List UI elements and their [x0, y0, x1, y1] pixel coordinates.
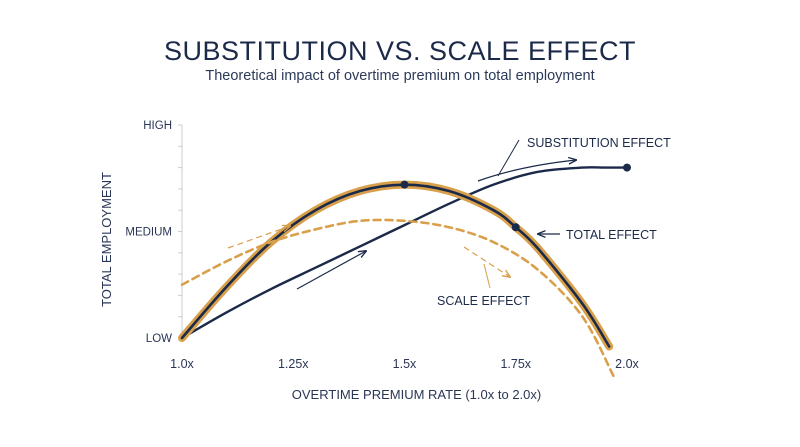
data-point-marker: [623, 163, 631, 172]
x-axis-title: OVERTIME PREMIUM RATE (1.0x to 2.0x): [292, 387, 541, 402]
x-tick-label: 1.5x: [393, 357, 417, 371]
labels-layer: SUBSTITUTION EFFECT TOTAL EFFECT SCALE EFF…: [437, 136, 671, 308]
annotation-substitution-effect: SUBSTITUTION EFFECT: [527, 136, 671, 150]
substitution-effect-line: [180, 166, 629, 340]
x-tick-label: 2.0x: [615, 357, 639, 371]
total-effect-line: [180, 183, 611, 348]
scale-effect-line: [180, 218, 615, 378]
x-tick-label: 1.75x: [500, 357, 531, 371]
annotations-layer: [227, 139, 576, 290]
substitution-leader-line: [497, 139, 520, 177]
chart-subtitle: Theoretical impact of overtime premium o…: [205, 68, 595, 84]
scale-leader-line: [483, 263, 491, 289]
data-point-marker: [511, 223, 520, 232]
y-tick-label: MEDIUM: [125, 227, 172, 239]
x-tick-label: 1.0x: [170, 357, 194, 371]
substitution-direction-arrow: [296, 251, 366, 290]
y-tick-label: LOW: [146, 333, 172, 345]
scale-direction-arrow: [227, 226, 290, 249]
annotation-scale-effect: SCALE EFFECT: [437, 294, 530, 308]
annotation-total-effect: TOTAL EFFECT: [566, 228, 657, 242]
substitution-label-arrow: [477, 160, 576, 182]
axes: LOW MEDIUM HIGH 1.0x 1.25x 1.5x 1.75x 2.0x OVERT…: [99, 120, 640, 402]
y-tick-label: HIGH: [143, 120, 172, 132]
x-tick-label: 1.25x: [278, 357, 309, 371]
scale-label-arrow: [463, 246, 510, 277]
chart-title: SUBSTITUTION VS. SCALE EFFECT: [163, 36, 637, 66]
series-layer: [178, 166, 629, 378]
markers-layer: [400, 163, 631, 232]
data-point-marker: [400, 180, 409, 189]
y-axis-title: TOTAL EMPLOYMENT: [99, 172, 114, 307]
